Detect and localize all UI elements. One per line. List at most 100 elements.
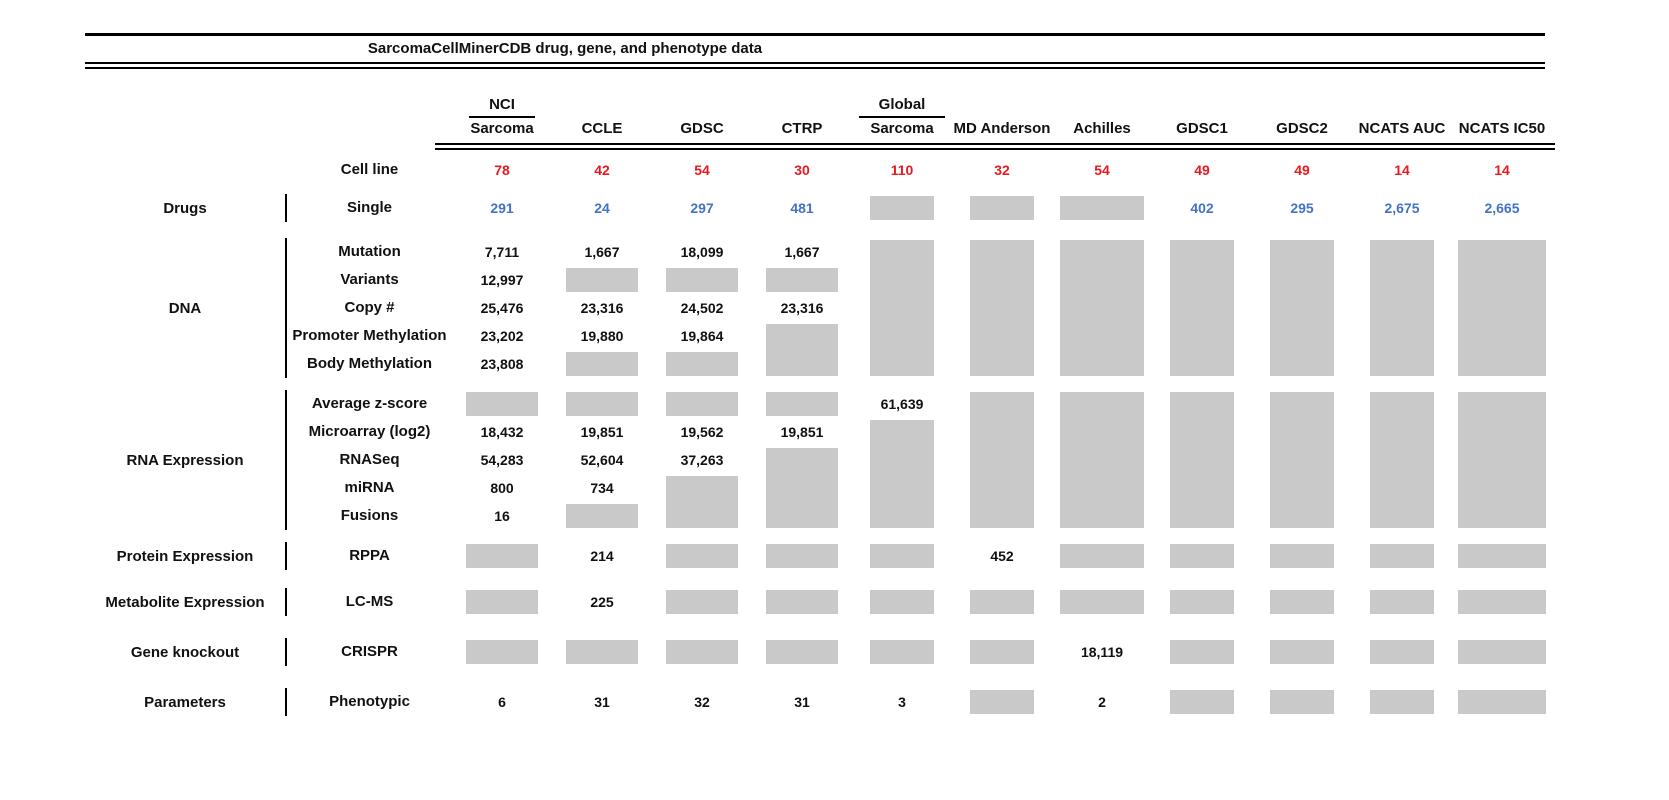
data-column	[1152, 390, 1252, 530]
data-column	[1052, 238, 1152, 378]
no-data-box	[870, 196, 934, 220]
column-headers: NCI Sarcoma CCLE GDSC CTRP Global Sarcoma MD An…	[452, 95, 1552, 143]
data-column: 19,851 52,604 734	[552, 390, 652, 530]
no-data-box	[1270, 392, 1334, 528]
column-header-line2: NCATS AUC	[1358, 120, 1446, 137]
no-data-box	[666, 476, 738, 528]
data-column	[652, 542, 752, 570]
data-cell: 19,880	[580, 328, 624, 344]
row-label: Microarray (log2)	[308, 423, 431, 440]
row-label: Single	[346, 199, 392, 216]
column-header-line2: GDSC1	[1176, 120, 1228, 137]
cell-line-count: 78	[494, 162, 510, 178]
cell-line-count-column: 32	[952, 156, 1052, 184]
data-cell: 18,119	[1080, 644, 1124, 660]
data-cell: 37,263	[680, 452, 724, 468]
column-header-line1-text: NCI	[469, 95, 535, 118]
no-data-box	[1458, 590, 1546, 614]
header-spacer-category	[85, 95, 285, 143]
cell-line-count: 30	[794, 162, 810, 178]
no-data-box	[666, 268, 738, 292]
data-column: 3	[852, 688, 952, 716]
no-data-box	[970, 240, 1034, 376]
data-column: 24	[552, 194, 652, 222]
cell-line-count-column: 49	[1252, 156, 1352, 184]
data-column	[952, 390, 1052, 530]
cell-line-count-column: 42	[552, 156, 652, 184]
data-cell: 23,316	[780, 300, 824, 316]
section-dna: DNA Mutation Variants Copy # Promoter Methyl…	[85, 238, 1669, 378]
row-label: RNASeq	[339, 451, 400, 468]
cell-line-count: 49	[1294, 162, 1310, 178]
data-cell: 2,675	[1384, 200, 1420, 216]
section-protein-expression: Protein Expression RPPA 214 452	[85, 542, 1669, 570]
row-labels: CRISPR	[287, 638, 452, 666]
data-column: 214	[552, 542, 652, 570]
column-header-line2: GDSC2	[1276, 120, 1328, 137]
category-label: Drugs	[163, 199, 207, 217]
category-label: DNA	[168, 299, 202, 317]
no-data-box	[566, 268, 638, 292]
cell-line-count-column: 49	[1152, 156, 1252, 184]
cell-line-count: 32	[994, 162, 1010, 178]
data-cell: 225	[590, 594, 614, 610]
section-data-columns: 7,711 12,997 25,476 23,202 23,808 1,667 23,316…	[452, 238, 1552, 378]
data-cell: 18,099	[680, 244, 724, 260]
data-column	[852, 238, 952, 378]
data-column: 2,665	[1452, 194, 1552, 222]
no-data-box	[466, 640, 538, 664]
data-cell: 31	[594, 694, 610, 710]
column-header-ncats-ic50: NCATS IC50	[1452, 95, 1552, 143]
cell-line-count: 14	[1494, 162, 1510, 178]
data-column	[1352, 238, 1452, 378]
column-header-ccle: CCLE	[552, 95, 652, 143]
data-column	[952, 638, 1052, 666]
column-header-line2: Sarcoma	[870, 120, 934, 137]
no-data-box	[1270, 590, 1334, 614]
data-column	[952, 688, 1052, 716]
column-header-line2: GDSC	[680, 120, 724, 137]
column-header-line2: CTRP	[781, 120, 823, 137]
data-column	[852, 588, 952, 616]
no-data-box	[1270, 544, 1334, 568]
data-cell: 52,604	[580, 452, 624, 468]
data-column	[1352, 638, 1452, 666]
data-cell: 24,502	[680, 300, 724, 316]
row-label: RPPA	[349, 547, 390, 564]
no-data-box	[970, 640, 1034, 664]
data-column: 295	[1252, 194, 1352, 222]
no-data-box	[666, 640, 738, 664]
no-data-box	[1060, 392, 1144, 528]
row-labels: LC-MS	[287, 588, 452, 616]
data-column	[952, 238, 1052, 378]
no-data-box	[970, 690, 1034, 714]
data-column: 291	[452, 194, 552, 222]
data-column	[1052, 390, 1152, 530]
cell-line-count: 54	[694, 162, 710, 178]
no-data-box	[1170, 240, 1234, 376]
header-spacer-sublabel	[287, 95, 452, 143]
data-column	[1352, 542, 1452, 570]
data-cell: 291	[490, 200, 514, 216]
data-cell: 23,202	[480, 328, 524, 344]
no-data-box	[1170, 544, 1234, 568]
data-column	[452, 638, 552, 666]
category-divider-line	[285, 638, 287, 666]
column-header-line2: Sarcoma	[470, 120, 534, 137]
section-data-columns: 291 24 297 481 402 295 2,675 2,665	[452, 194, 1552, 222]
section-data-columns: 18,119	[452, 638, 1552, 666]
data-cell: 6	[498, 694, 506, 710]
column-header-gdsc: GDSC	[652, 95, 752, 143]
data-cell: 2,665	[1484, 200, 1520, 216]
title-bottom-rule	[85, 62, 1545, 69]
no-data-box	[1370, 240, 1434, 376]
data-cell: 54,283	[480, 452, 524, 468]
category-divider-line	[285, 588, 287, 616]
no-data-box	[1458, 640, 1546, 664]
row-label: Phenotypic	[329, 693, 410, 710]
no-data-box	[870, 544, 934, 568]
data-column	[1052, 194, 1152, 222]
data-column: 32	[652, 688, 752, 716]
data-cell: 402	[1190, 200, 1214, 216]
data-cell: 1,667	[784, 244, 820, 260]
